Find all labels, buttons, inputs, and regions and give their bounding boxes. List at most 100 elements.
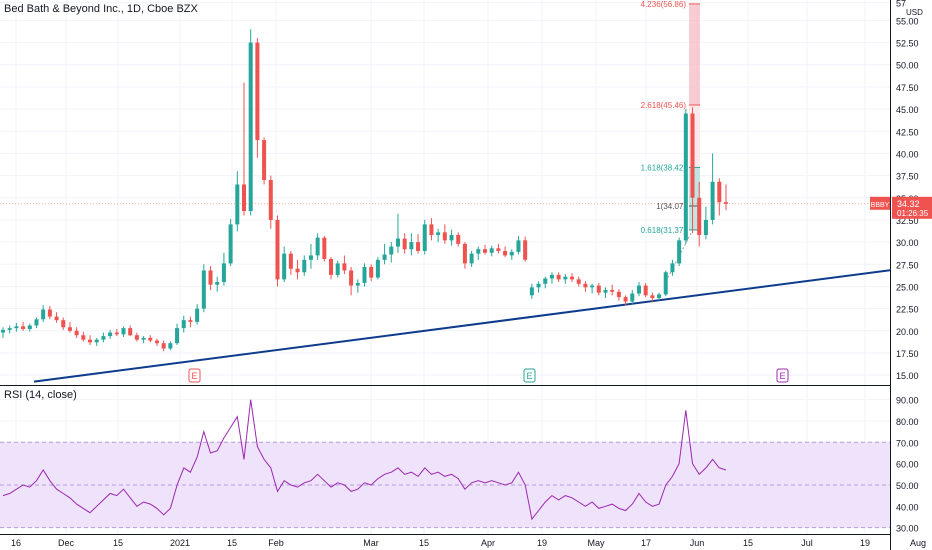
candle xyxy=(583,281,588,292)
candle-body xyxy=(596,285,601,293)
candle-body xyxy=(221,263,226,283)
candle-body xyxy=(21,326,26,330)
candle xyxy=(529,283,534,299)
earnings-marker[interactable]: E xyxy=(523,368,536,383)
candle-body xyxy=(389,246,394,255)
candle-body xyxy=(650,295,655,298)
candle xyxy=(442,224,447,244)
price-axis[interactable]: 15.00 17.50 20.00 22.50 25.00 27.50 30.00 32.50… xyxy=(891,0,932,550)
candle xyxy=(195,304,200,325)
currency-label: USD xyxy=(906,8,923,17)
time-tick-label: 15 xyxy=(419,538,429,548)
candle xyxy=(241,82,247,216)
candle-body xyxy=(523,240,528,260)
candle xyxy=(576,276,581,287)
candle-body xyxy=(563,276,568,280)
candle xyxy=(409,233,414,256)
candle xyxy=(590,283,595,294)
price-tick-label: 30.00 xyxy=(896,238,919,248)
candle-body xyxy=(503,250,508,256)
candle-body xyxy=(643,285,648,296)
candle xyxy=(248,29,253,216)
rsi-band-lines xyxy=(0,441,890,529)
candle xyxy=(235,171,240,232)
candle xyxy=(228,219,233,267)
candle-body xyxy=(108,332,113,337)
candle xyxy=(349,266,354,296)
candle-body xyxy=(114,332,119,335)
time-tick-label: 17 xyxy=(641,538,651,548)
candle-body xyxy=(382,254,387,260)
candle-body xyxy=(315,237,320,256)
candle-body xyxy=(677,240,682,264)
candle xyxy=(201,264,206,313)
candle-body xyxy=(355,282,360,286)
candle xyxy=(630,289,635,305)
candle xyxy=(268,175,273,229)
candle-body xyxy=(436,232,441,236)
candle-body xyxy=(88,339,93,343)
candle-body xyxy=(683,113,688,241)
candle-body xyxy=(576,279,581,284)
candle-body xyxy=(255,42,260,141)
time-tick-label: Feb xyxy=(268,538,284,548)
candle-body xyxy=(509,251,514,256)
candle-body xyxy=(308,255,313,260)
candle-body xyxy=(67,327,72,331)
time-axis[interactable]: 16 Dec 15 2021 15 Feb Mar 15 Apr 19 May 17 Jun 15 Jul 1… xyxy=(11,538,926,548)
candle-body xyxy=(657,294,662,298)
candle xyxy=(549,272,554,284)
candle xyxy=(516,235,521,255)
candle-body xyxy=(282,253,287,280)
candle-body xyxy=(188,320,193,322)
candle xyxy=(342,255,347,275)
candle xyxy=(255,38,260,158)
candle-body xyxy=(168,343,173,349)
candle xyxy=(429,218,434,241)
time-tick-label: Jul xyxy=(801,538,813,548)
candle-body xyxy=(7,328,12,330)
rsi-tick-label: 30.00 xyxy=(896,524,919,534)
candle xyxy=(476,246,481,260)
candle xyxy=(181,315,186,333)
time-tick-label: Aug xyxy=(910,538,926,548)
candle xyxy=(54,312,59,323)
candle xyxy=(683,109,688,244)
trendline[interactable] xyxy=(33,269,891,383)
candle xyxy=(462,242,467,269)
candle xyxy=(315,233,320,260)
rsi-path xyxy=(2,399,727,521)
candle xyxy=(302,255,307,276)
price-tick-label: 15.00 xyxy=(896,371,919,381)
time-tick-label: 15 xyxy=(743,538,753,548)
earnings-marker[interactable]: E xyxy=(188,368,201,383)
candle xyxy=(449,229,454,246)
price-tick-label: 27.50 xyxy=(896,260,919,270)
candle-body xyxy=(610,289,615,292)
candle xyxy=(710,153,715,225)
candle xyxy=(677,237,682,267)
candle xyxy=(703,206,708,240)
candle-body xyxy=(442,232,447,241)
candle xyxy=(47,305,52,320)
candle xyxy=(7,325,12,334)
candle xyxy=(322,235,327,262)
candle xyxy=(543,276,548,289)
candle-body xyxy=(134,335,139,340)
candle-body xyxy=(47,309,52,317)
candle-body xyxy=(128,328,133,336)
candle xyxy=(175,323,180,345)
candle xyxy=(275,215,280,287)
candle-body xyxy=(630,293,635,302)
candle-body xyxy=(362,266,367,283)
candle-body xyxy=(302,259,307,273)
candle-body xyxy=(723,202,729,204)
fib-level-label: 0.618(31.37) xyxy=(641,226,687,235)
price-tag-box xyxy=(892,196,932,219)
candle xyxy=(456,232,461,247)
candle-body xyxy=(416,242,421,251)
earnings-marker[interactable]: E xyxy=(776,368,789,383)
candle xyxy=(643,282,648,298)
